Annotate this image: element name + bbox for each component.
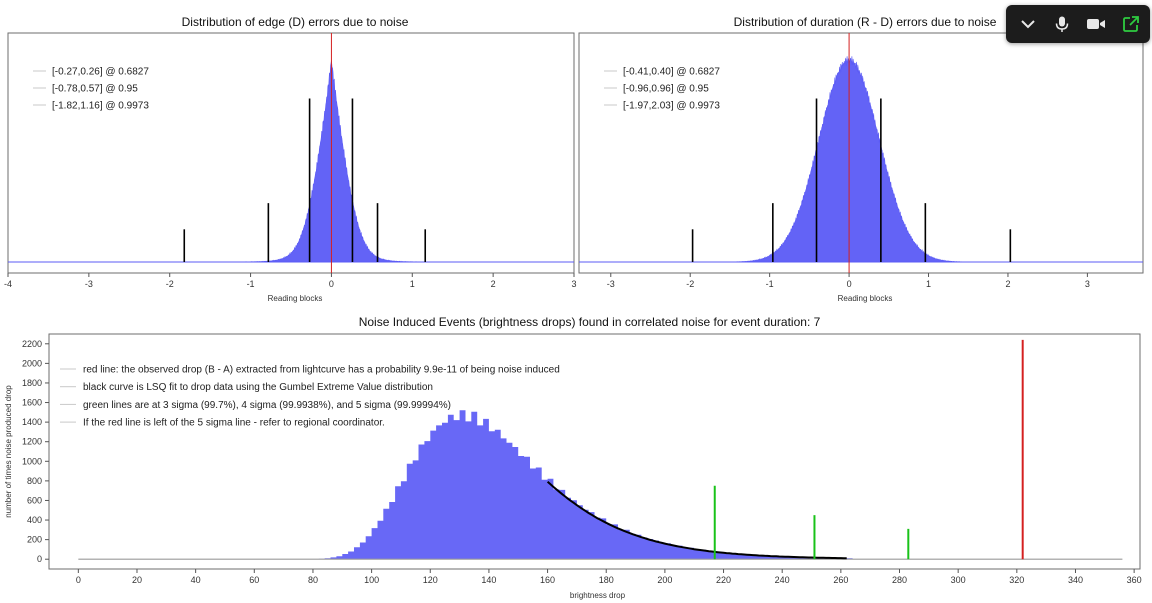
x-tick-label: 120: [423, 575, 438, 585]
microphone-icon: [1055, 16, 1069, 32]
legend-entry: If the red line is left of the 5 sigma l…: [83, 418, 385, 429]
x-tick-label: 2: [491, 279, 496, 289]
x-tick-label: 0: [76, 575, 81, 585]
x-tick-label: 3: [571, 279, 576, 289]
x-tick-label: -2: [686, 279, 694, 289]
y-tick-label: 1800: [22, 378, 42, 388]
x-tick-label: -1: [766, 279, 774, 289]
x-tick-label: 0: [847, 279, 852, 289]
plot-frame: [7, 32, 575, 274]
error-chart-1: [-0.27,0.26] @ 0.6827 [-0.78,0.57] @ 0.95…: [4, 15, 577, 303]
legend-entry: [-0.78,0.57] @ 0.95: [52, 84, 138, 95]
x-axis-label: brightness drop: [570, 591, 626, 600]
x-tick-label: 1: [926, 279, 931, 289]
x-tick-label: 0: [329, 279, 334, 289]
gumbel-fit-curve: [546, 480, 847, 560]
x-tick-label: 280: [892, 575, 907, 585]
legend-entry: [-0.27,0.26] @ 0.6827: [52, 67, 149, 78]
noise-events-chart: red line: the observed drop (B - A) extr…: [4, 315, 1142, 600]
y-tick-label: 2200: [22, 339, 42, 349]
x-axis-label: Reading blocks: [838, 294, 893, 303]
x-tick-label: -4: [4, 279, 12, 289]
x-tick-label: 160: [540, 575, 555, 585]
legend-entry: black curve is LSQ fit to drop data usin…: [83, 382, 433, 393]
legend-entry: [-1.82,1.16] @ 0.9973: [52, 101, 149, 112]
x-tick-label: 240: [775, 575, 790, 585]
legend-entry: [-0.96,0.96] @ 0.95: [623, 84, 709, 95]
y-tick-label: 400: [27, 515, 42, 525]
x-tick-label: 40: [191, 575, 201, 585]
microphone-button[interactable]: [1048, 10, 1076, 38]
x-tick-label: 360: [1127, 575, 1142, 585]
x-tick-label: 220: [716, 575, 731, 585]
y-tick-label: 2000: [22, 358, 42, 368]
x-tick-label: -2: [166, 279, 174, 289]
x-tick-label: -1: [247, 279, 255, 289]
x-tick-label: 3: [1085, 279, 1090, 289]
brightness-histogram: [78, 410, 853, 560]
share-icon: [1123, 16, 1139, 32]
x-tick-label: 80: [308, 575, 318, 585]
x-tick-label: 60: [249, 575, 259, 585]
x-tick-label: 320: [1009, 575, 1024, 585]
x-tick-label: -3: [607, 279, 615, 289]
x-tick-label: 260: [833, 575, 848, 585]
x-tick-label: 200: [657, 575, 672, 585]
y-tick-label: 200: [27, 535, 42, 545]
chevron-down-icon: [1021, 20, 1035, 29]
y-tick-label: 800: [27, 476, 42, 486]
y-tick-label: 600: [27, 495, 42, 505]
x-tick-label: 100: [364, 575, 379, 585]
x-tick-label: 340: [1068, 575, 1083, 585]
x-tick-label: 180: [599, 575, 614, 585]
x-tick-label: 20: [132, 575, 142, 585]
x-tick-label: 300: [951, 575, 966, 585]
video-camera-button[interactable]: [1082, 10, 1110, 38]
y-tick-label: 1200: [22, 437, 42, 447]
x-axis-label: Reading blocks: [268, 294, 323, 303]
y-tick-label: 1600: [22, 398, 42, 408]
x-tick-label: 1: [410, 279, 415, 289]
y-axis-label: number of times noise produced drop: [4, 385, 13, 518]
x-tick-label: 2: [1005, 279, 1010, 289]
y-tick-label: 1400: [22, 417, 42, 427]
y-tick-label: 0: [37, 554, 42, 564]
x-tick-label: 140: [481, 575, 496, 585]
x-tick-label: -3: [85, 279, 93, 289]
chart-title: Noise Induced Events (brightness drops) …: [359, 315, 821, 329]
chart-title: Distribution of edge (D) errors due to n…: [182, 15, 409, 29]
legend-entry: red line: the observed drop (B - A) extr…: [83, 365, 560, 376]
y-tick-label: 1000: [22, 456, 42, 466]
share-button[interactable]: [1117, 10, 1145, 38]
chart-title: Distribution of duration (R - D) errors …: [734, 15, 997, 29]
legend-entry: green lines are at 3 sigma (99.7%), 4 si…: [83, 400, 451, 411]
chevron-down-button[interactable]: [1014, 10, 1042, 38]
legend-entry: [-1.97,2.03] @ 0.9973: [623, 101, 720, 112]
error-chart-2: [-0.41,0.40] @ 0.6827 [-0.96,0.96] @ 0.95…: [578, 15, 1144, 303]
meeting-controls-bar[interactable]: [1006, 5, 1150, 43]
legend-entry: [-0.41,0.40] @ 0.6827: [623, 67, 720, 78]
video-camera-icon: [1087, 19, 1105, 29]
